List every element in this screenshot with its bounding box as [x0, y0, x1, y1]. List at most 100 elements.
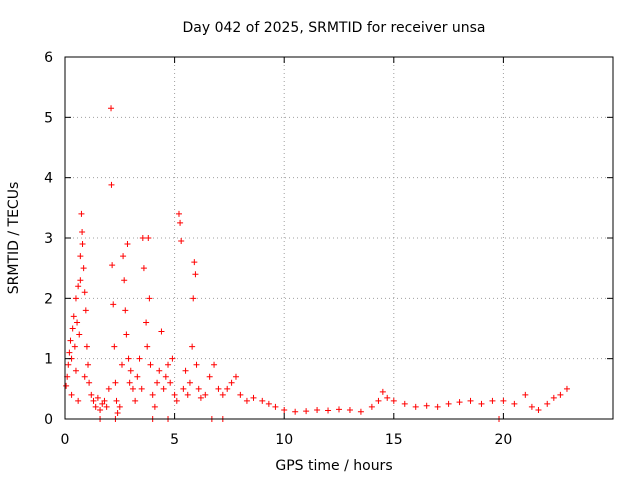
data-point: [272, 403, 279, 410]
data-point: [211, 361, 218, 368]
data-point: [147, 361, 154, 368]
data-point: [120, 253, 127, 260]
data-point: [177, 219, 184, 226]
data-point: [202, 391, 209, 398]
data-point: [143, 319, 150, 326]
data-point: [116, 403, 123, 410]
data-point: [108, 105, 115, 112]
x-tick-label: 15: [385, 432, 403, 448]
data-point: [77, 277, 84, 284]
data-point: [259, 397, 266, 404]
data-point: [69, 325, 76, 332]
data-point: [151, 403, 158, 410]
data-point: [123, 331, 130, 338]
data-point: [138, 385, 145, 392]
data-point: [445, 400, 452, 407]
data-point: [206, 373, 213, 380]
data-point: [80, 265, 87, 272]
data-point: [412, 403, 419, 410]
data-point: [66, 349, 73, 356]
y-tick-label: 5: [44, 110, 53, 126]
data-point: [243, 397, 250, 404]
data-point: [101, 397, 108, 404]
data-point: [193, 361, 200, 368]
data-point: [192, 271, 199, 278]
data-point: [434, 403, 441, 410]
data-point: [139, 235, 146, 241]
data-point: [169, 355, 176, 362]
data-point: [162, 373, 169, 380]
data-point: [191, 259, 198, 266]
data-point: [75, 397, 82, 404]
data-point: [158, 328, 165, 335]
data-point: [144, 343, 151, 350]
data-point: [77, 253, 84, 260]
data-point: [292, 408, 299, 415]
data-point: [86, 379, 93, 386]
data-point: [184, 391, 191, 398]
data-point: [178, 238, 185, 245]
data-point: [125, 355, 132, 362]
data-point: [180, 385, 187, 392]
data-point: [79, 228, 86, 235]
data-point: [186, 379, 193, 386]
data-point: [70, 313, 77, 320]
data-point: [81, 289, 88, 296]
data-point: [379, 388, 386, 395]
data-point: [467, 397, 474, 404]
data-point: [126, 379, 133, 386]
data-point: [522, 391, 529, 398]
data-point: [78, 210, 85, 217]
data-point: [535, 406, 542, 413]
chart-title: Day 042 of 2025, SRMTID for receiver uns…: [182, 20, 485, 36]
data-point: [149, 391, 156, 398]
data-point: [500, 397, 507, 404]
data-point: [82, 307, 89, 314]
data-point: [250, 394, 257, 401]
data-point: [182, 367, 189, 374]
data-point: [281, 406, 288, 413]
data-point: [110, 301, 117, 308]
data-point: [94, 394, 101, 401]
data-point: [79, 241, 86, 248]
data-point: [146, 295, 153, 302]
data-point: [108, 181, 115, 188]
data-point: [105, 385, 112, 392]
data-point: [132, 397, 139, 404]
data-point: [112, 379, 119, 386]
data-point: [72, 367, 79, 374]
data-point: [136, 355, 143, 362]
data-point: [224, 385, 231, 392]
data-point: [544, 400, 551, 407]
data-point: [124, 241, 131, 248]
data-point: [68, 391, 75, 398]
data-point: [74, 319, 81, 326]
data-points: [63, 105, 570, 422]
data-point: [65, 361, 72, 368]
x-tick-label: 0: [61, 432, 70, 448]
y-tick-label: 3: [44, 231, 53, 247]
data-point: [111, 343, 118, 350]
data-point: [557, 391, 564, 398]
y-tick-label: 6: [44, 50, 53, 66]
y-tick-label: 1: [44, 352, 53, 368]
y-tick-labels: 0 1 2 3 4 5 6: [44, 50, 53, 428]
data-point: [189, 343, 196, 350]
data-point: [489, 397, 496, 404]
x-tick-label: 5: [170, 432, 179, 448]
data-point: [173, 397, 180, 404]
data-point: [81, 373, 88, 380]
data-point: [368, 403, 375, 410]
data-point: [563, 385, 570, 392]
data-point: [118, 361, 125, 368]
data-point: [122, 307, 129, 314]
data-point: [265, 400, 272, 407]
data-point: [134, 373, 141, 380]
data-point: [511, 400, 518, 407]
data-point: [83, 343, 90, 350]
data-point: [478, 400, 485, 407]
data-point: [67, 337, 74, 344]
data-point: [140, 265, 147, 272]
data-point: [215, 385, 222, 392]
